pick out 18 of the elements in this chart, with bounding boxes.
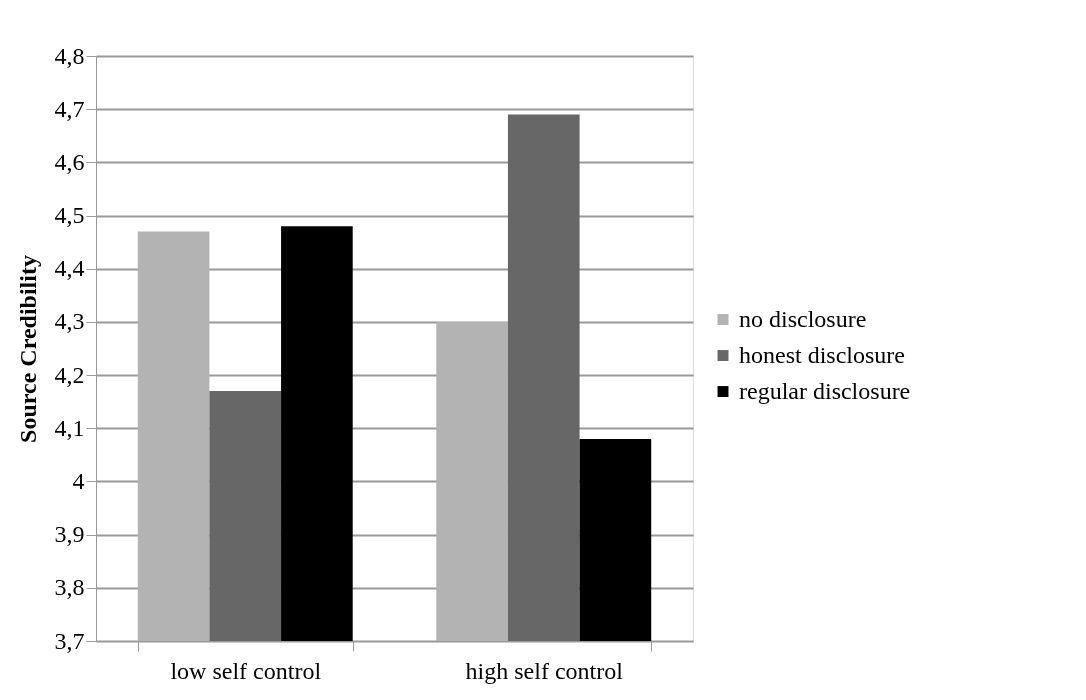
y-tick-label: 4,8: [54, 42, 85, 69]
y-tick-label: 3,8: [54, 574, 85, 601]
y-tick-label: 4,7: [54, 95, 85, 122]
x-tick-label: high self control: [465, 657, 624, 684]
y-tick-label: 4,4: [54, 255, 85, 282]
y-tick-label: 4,1: [54, 414, 85, 441]
legend-label: regular disclosure: [739, 377, 911, 404]
y-tick-label: 4: [72, 467, 85, 494]
y-axis-title: Source Credibility: [14, 255, 41, 443]
y-tick-label: 4,2: [54, 361, 85, 388]
legend-label: no disclosure: [739, 305, 867, 332]
y-tick-label: 4,3: [54, 308, 85, 335]
y-tick-label: 4,6: [54, 148, 85, 175]
x-tick-label: low self control: [170, 657, 322, 684]
y-tick-label: 3,9: [54, 521, 85, 548]
y-tick-label: 4,5: [54, 202, 85, 229]
legend-label: honest disclosure: [739, 341, 905, 368]
y-tick-label: 3,7: [54, 627, 85, 654]
